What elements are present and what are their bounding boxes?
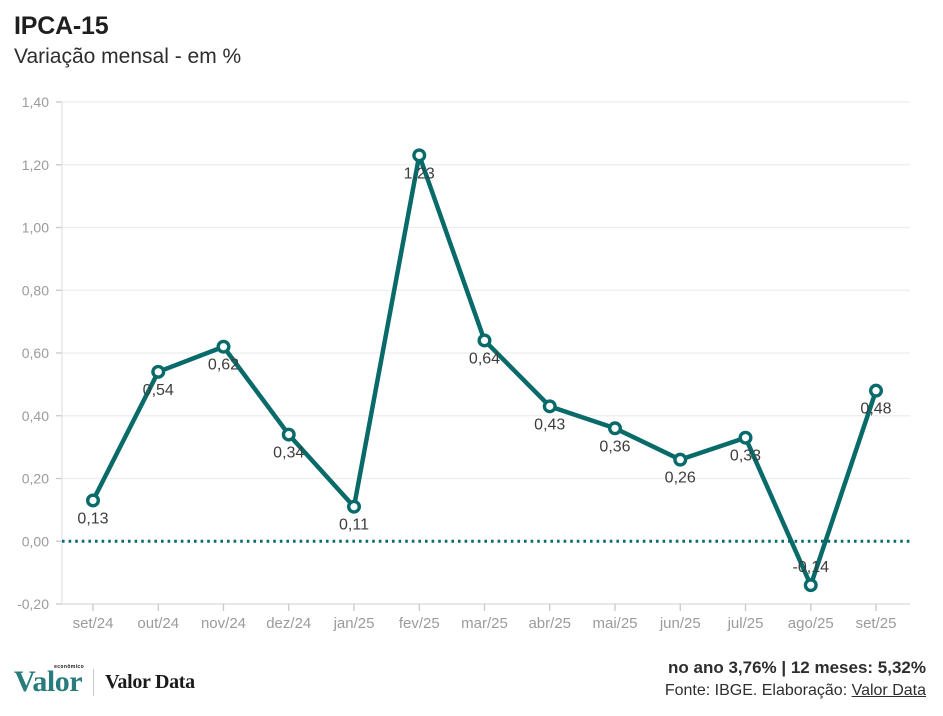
data-point-label: 0,43 (534, 416, 565, 433)
y-tick-label: 0,00 (22, 533, 49, 549)
data-point (85, 493, 100, 508)
ipca-line-chart: 1,40 1,20 1,00 0,80 0,60 0,40 0,20 0,00 -0,20 set… (17, 94, 910, 632)
y-tick-label: 0,40 (22, 408, 49, 424)
data-point-label: 0,26 (665, 470, 696, 487)
x-tick-label: fev/25 (399, 615, 440, 632)
y-tick-label: 1,00 (22, 220, 49, 236)
x-tick-label: dez/24 (266, 615, 311, 632)
valor-logo-text: Valor (14, 665, 83, 698)
data-point (151, 364, 166, 379)
summary-line: no ano 3,76% | 12 meses: 5,32% (668, 658, 926, 677)
data-point-label: 0,62 (208, 357, 239, 374)
y-tick-label: -0,20 (17, 596, 49, 612)
valor-logo: Valor econômico (14, 664, 85, 698)
x-tick-label: abr/25 (528, 615, 571, 632)
x-tick-label: nov/24 (201, 615, 246, 632)
y-tick-label: 0,60 (22, 345, 49, 361)
chart-title: IPCA-15 (14, 12, 109, 40)
data-point (542, 399, 557, 414)
data-point-label: 0,34 (273, 445, 304, 462)
x-tick-label: mai/25 (592, 615, 637, 632)
data-point-label: -0,14 (793, 559, 830, 576)
y-tick-label: 0,80 (22, 282, 49, 298)
logo-divider (93, 668, 95, 696)
x-tick-label: mar/25 (461, 615, 508, 632)
source-line: Fonte: IBGE. Elaboração: Valor Data (665, 680, 926, 702)
chart-header: IPCA-15 Variação mensal - em % (14, 12, 241, 69)
chart-subtitle: Variação mensal - em % (14, 45, 242, 68)
x-tick-label: set/24 (73, 615, 114, 632)
x-tick-label: jan/25 (333, 615, 375, 632)
data-point-label: 0,48 (860, 401, 891, 418)
data-point (803, 578, 818, 593)
y-tick-label: 1,20 (22, 157, 49, 173)
data-point-label: 0,13 (77, 510, 108, 527)
data-point (216, 339, 231, 354)
y-tick-label: 0,20 (22, 471, 49, 487)
x-tick-label: out/24 (137, 615, 179, 632)
data-point-label: 0,33 (730, 448, 761, 465)
y-tick-label: 1,40 (22, 94, 49, 110)
x-tick-label: jul/25 (727, 615, 764, 632)
x-tick-label: ago/25 (788, 615, 834, 632)
footer-notes: no ano 3,76% | 12 meses: 5,32% Fonte: IB… (665, 656, 926, 702)
x-tick-label: set/25 (856, 615, 897, 632)
data-point (738, 430, 753, 445)
data-point-label: 0,64 (469, 350, 500, 367)
data-point-label: 1,23 (404, 165, 435, 182)
data-point (673, 452, 688, 467)
data-point (412, 148, 427, 163)
data-point (281, 427, 296, 442)
data-point-label: 0,36 (599, 438, 630, 455)
valor-logo-superscript: econômico (54, 664, 85, 670)
data-point-label: 0,54 (143, 382, 174, 399)
source-text: Fonte: IBGE. Elaboração: (664, 681, 852, 699)
source-link[interactable]: Valor Data (851, 681, 926, 699)
data-point (347, 499, 362, 514)
brand-logos: Valor econômico Valor Data (14, 664, 195, 700)
data-point-label: 0,11 (339, 517, 369, 534)
valor-data-logo: Valor Data (105, 670, 195, 693)
x-tick-label: jun/25 (659, 615, 701, 632)
data-point (477, 333, 492, 348)
data-point (608, 421, 623, 436)
data-point (869, 383, 884, 398)
